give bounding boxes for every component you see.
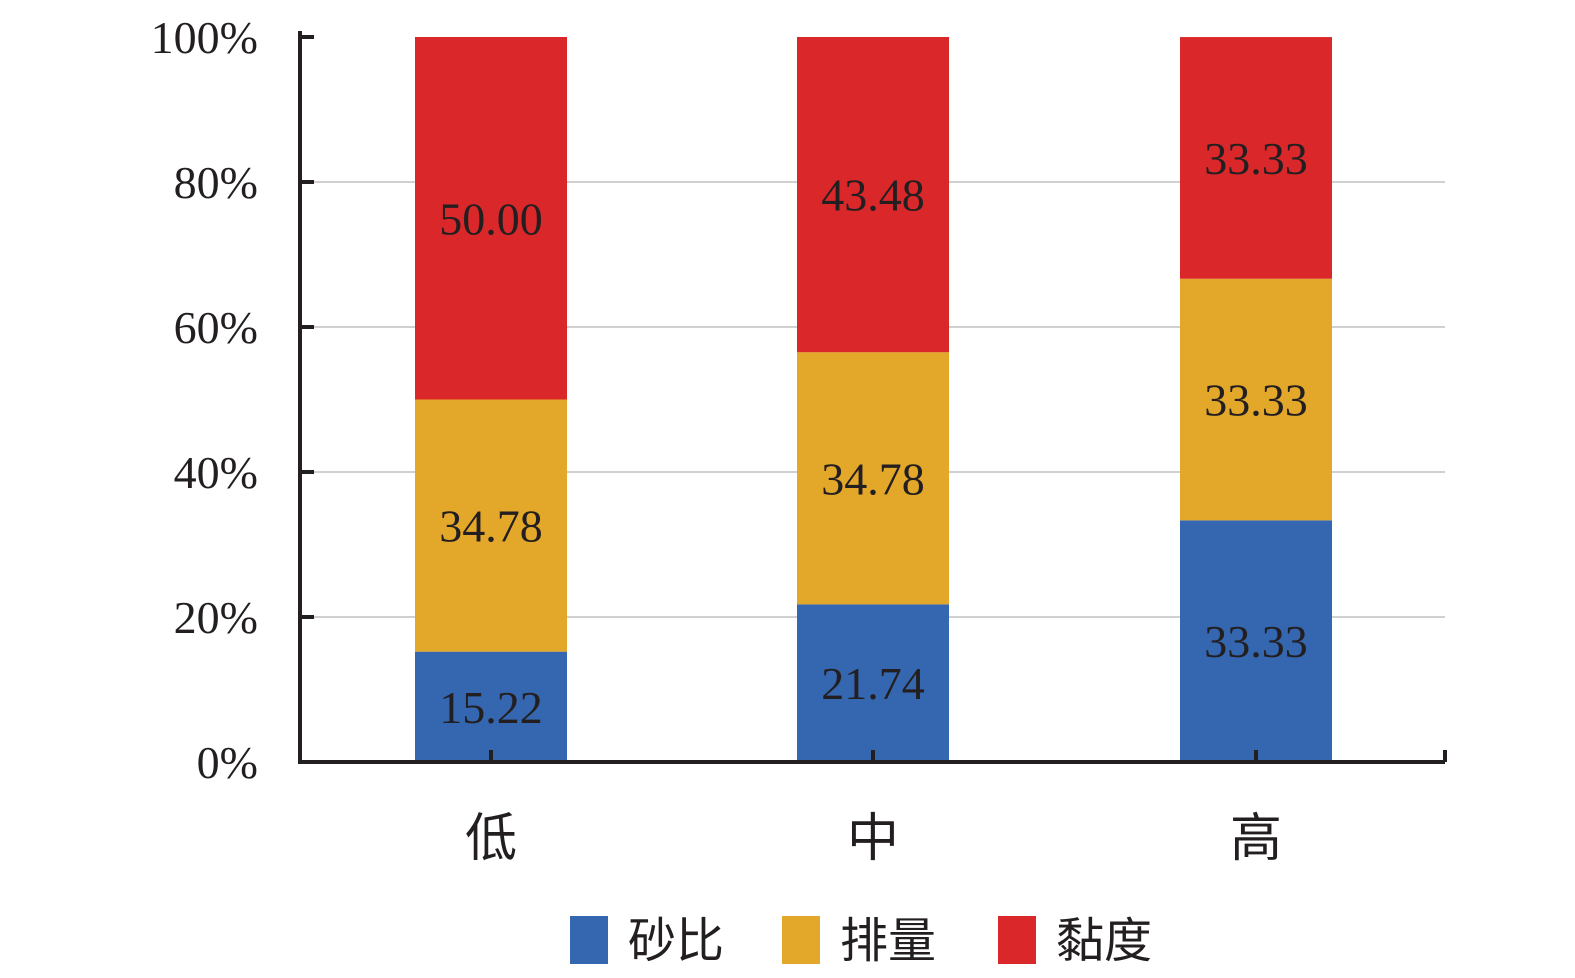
bars (415, 37, 1332, 762)
bar-segment-排量-高 (1180, 278, 1332, 521)
legend-swatch (998, 916, 1036, 964)
legend-swatch (570, 916, 608, 964)
data-label: 33.33 (1204, 133, 1308, 184)
bar-segment-砂比-低 (415, 651, 567, 762)
legend-label: 排量 (840, 913, 936, 969)
legend: 砂比 排量 黏度 (570, 913, 1152, 969)
data-label: 33.33 (1204, 616, 1308, 667)
data-label: 15.22 (439, 682, 543, 733)
bar-segment-黏度-低 (415, 37, 567, 400)
data-label: 34.78 (439, 501, 543, 552)
bar-segment-砂比-中 (797, 604, 949, 762)
bar-segment-砂比-高 (1180, 520, 1332, 762)
data-label: 34.78 (821, 453, 925, 504)
y-tick-label: 100% (151, 12, 258, 63)
bar-segment-排量-中 (797, 352, 949, 605)
y-tick-label: 0% (197, 737, 258, 788)
data-label: 50.00 (439, 193, 543, 244)
legend-label: 砂比 (628, 913, 724, 969)
x-category-label: 高 (1230, 809, 1282, 869)
data-label: 43.48 (821, 170, 925, 221)
y-tick-label: 20% (174, 592, 258, 643)
bar-segment-黏度-中 (797, 37, 949, 353)
axes: 0% 20% 40% 60% 80% 100% 低 中 高 (151, 12, 1447, 869)
data-label: 33.33 (1204, 375, 1308, 426)
data-label: 21.74 (821, 658, 925, 709)
bar-segment-黏度-高 (1180, 37, 1332, 279)
y-tick-label: 80% (174, 157, 258, 208)
bar-segment-排量-低 (415, 399, 567, 652)
legend-label: 黏度 (1056, 913, 1152, 969)
data-labels: 15.22 34.78 50.00 21.74 34.78 43.48 33.33 33.33… (439, 133, 1308, 733)
x-category-label: 中 (847, 809, 899, 869)
y-tick-label: 60% (174, 302, 258, 353)
legend-swatch (782, 916, 820, 964)
y-tick-label: 40% (174, 447, 258, 498)
x-category-label: 低 (465, 809, 517, 869)
